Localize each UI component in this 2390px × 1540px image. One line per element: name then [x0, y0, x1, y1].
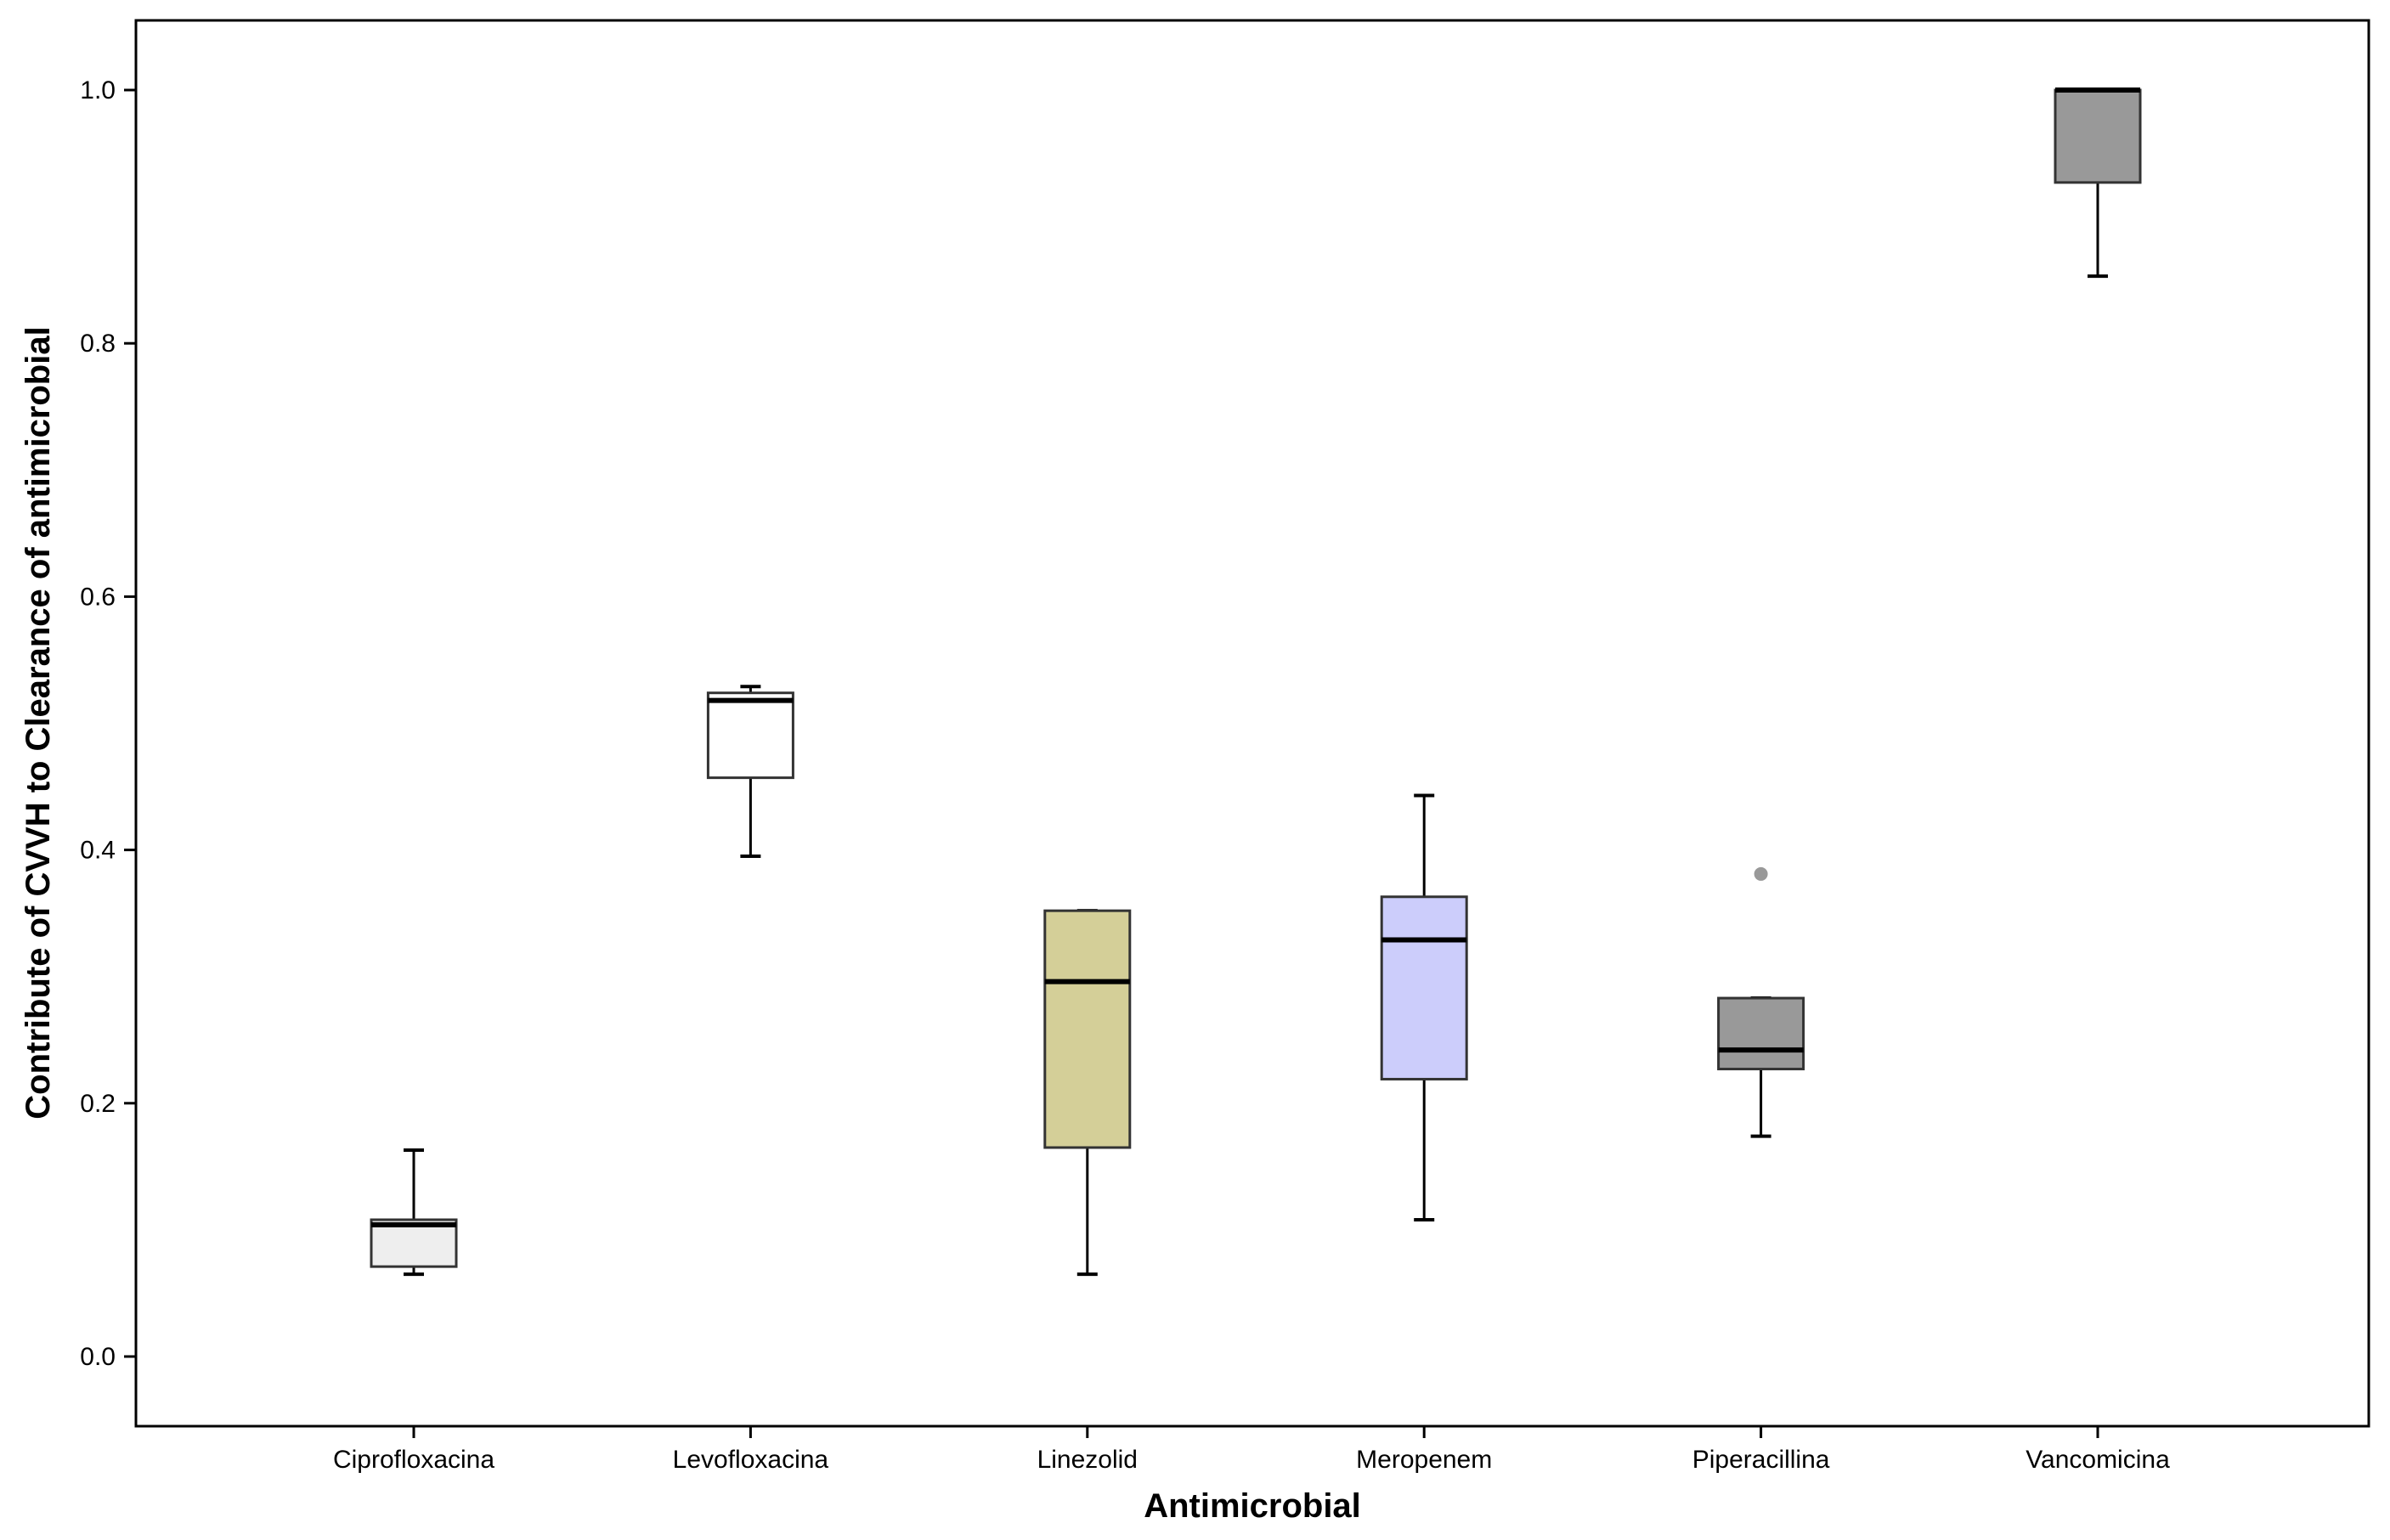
iqr-box: [370, 1218, 458, 1268]
box-linezolid: [1043, 909, 1132, 1277]
x-tick-label: Meropenem: [1356, 1446, 1492, 1474]
y-axis: 0.0 0.2 0.4 0.6 0.8 1.0: [80, 76, 136, 1371]
x-axis-labels: Ciprofloxacina Levofloxacina Linezolid Mero…: [333, 1426, 2170, 1474]
box-levofloxacina: [706, 685, 794, 859]
x-axis-title: Antimicrobial: [1144, 1487, 1361, 1525]
box-meropenem: [1380, 793, 1468, 1221]
boxes-layer: [370, 87, 2142, 1277]
x-tick-label: Vancomicina: [2026, 1446, 2170, 1474]
iqr-box: [1043, 909, 1132, 1149]
x-tick-label: Piperacillina: [1692, 1446, 1830, 1474]
x-tick-label: Linezolid: [1037, 1446, 1138, 1474]
y-tick-label: 0.0: [80, 1343, 116, 1371]
y-tick-label: 0.6: [80, 583, 116, 611]
box-ciprofloxacina: [370, 1148, 458, 1277]
y-axis-title: Contribute of CVVH to Clearance of antim…: [20, 326, 57, 1119]
box-piperacillina: [1717, 866, 1805, 1138]
y-tick-label: 0.4: [80, 837, 116, 865]
iqr-box: [1717, 996, 1805, 1071]
y-tick-label: 1.0: [80, 76, 116, 104]
x-tick-label: Ciprofloxacina: [333, 1446, 494, 1474]
box-vancomicina: [2054, 87, 2142, 279]
x-tick-label: Levofloxacina: [673, 1446, 829, 1474]
iqr-box: [706, 691, 794, 780]
plot-area-frame: [134, 19, 2370, 1428]
y-tick-label: 0.2: [80, 1090, 116, 1118]
iqr-box: [2054, 88, 2142, 184]
y-tick-label: 0.8: [80, 330, 116, 358]
iqr-box: [1380, 895, 1468, 1080]
outlier-point: [1754, 866, 1768, 881]
